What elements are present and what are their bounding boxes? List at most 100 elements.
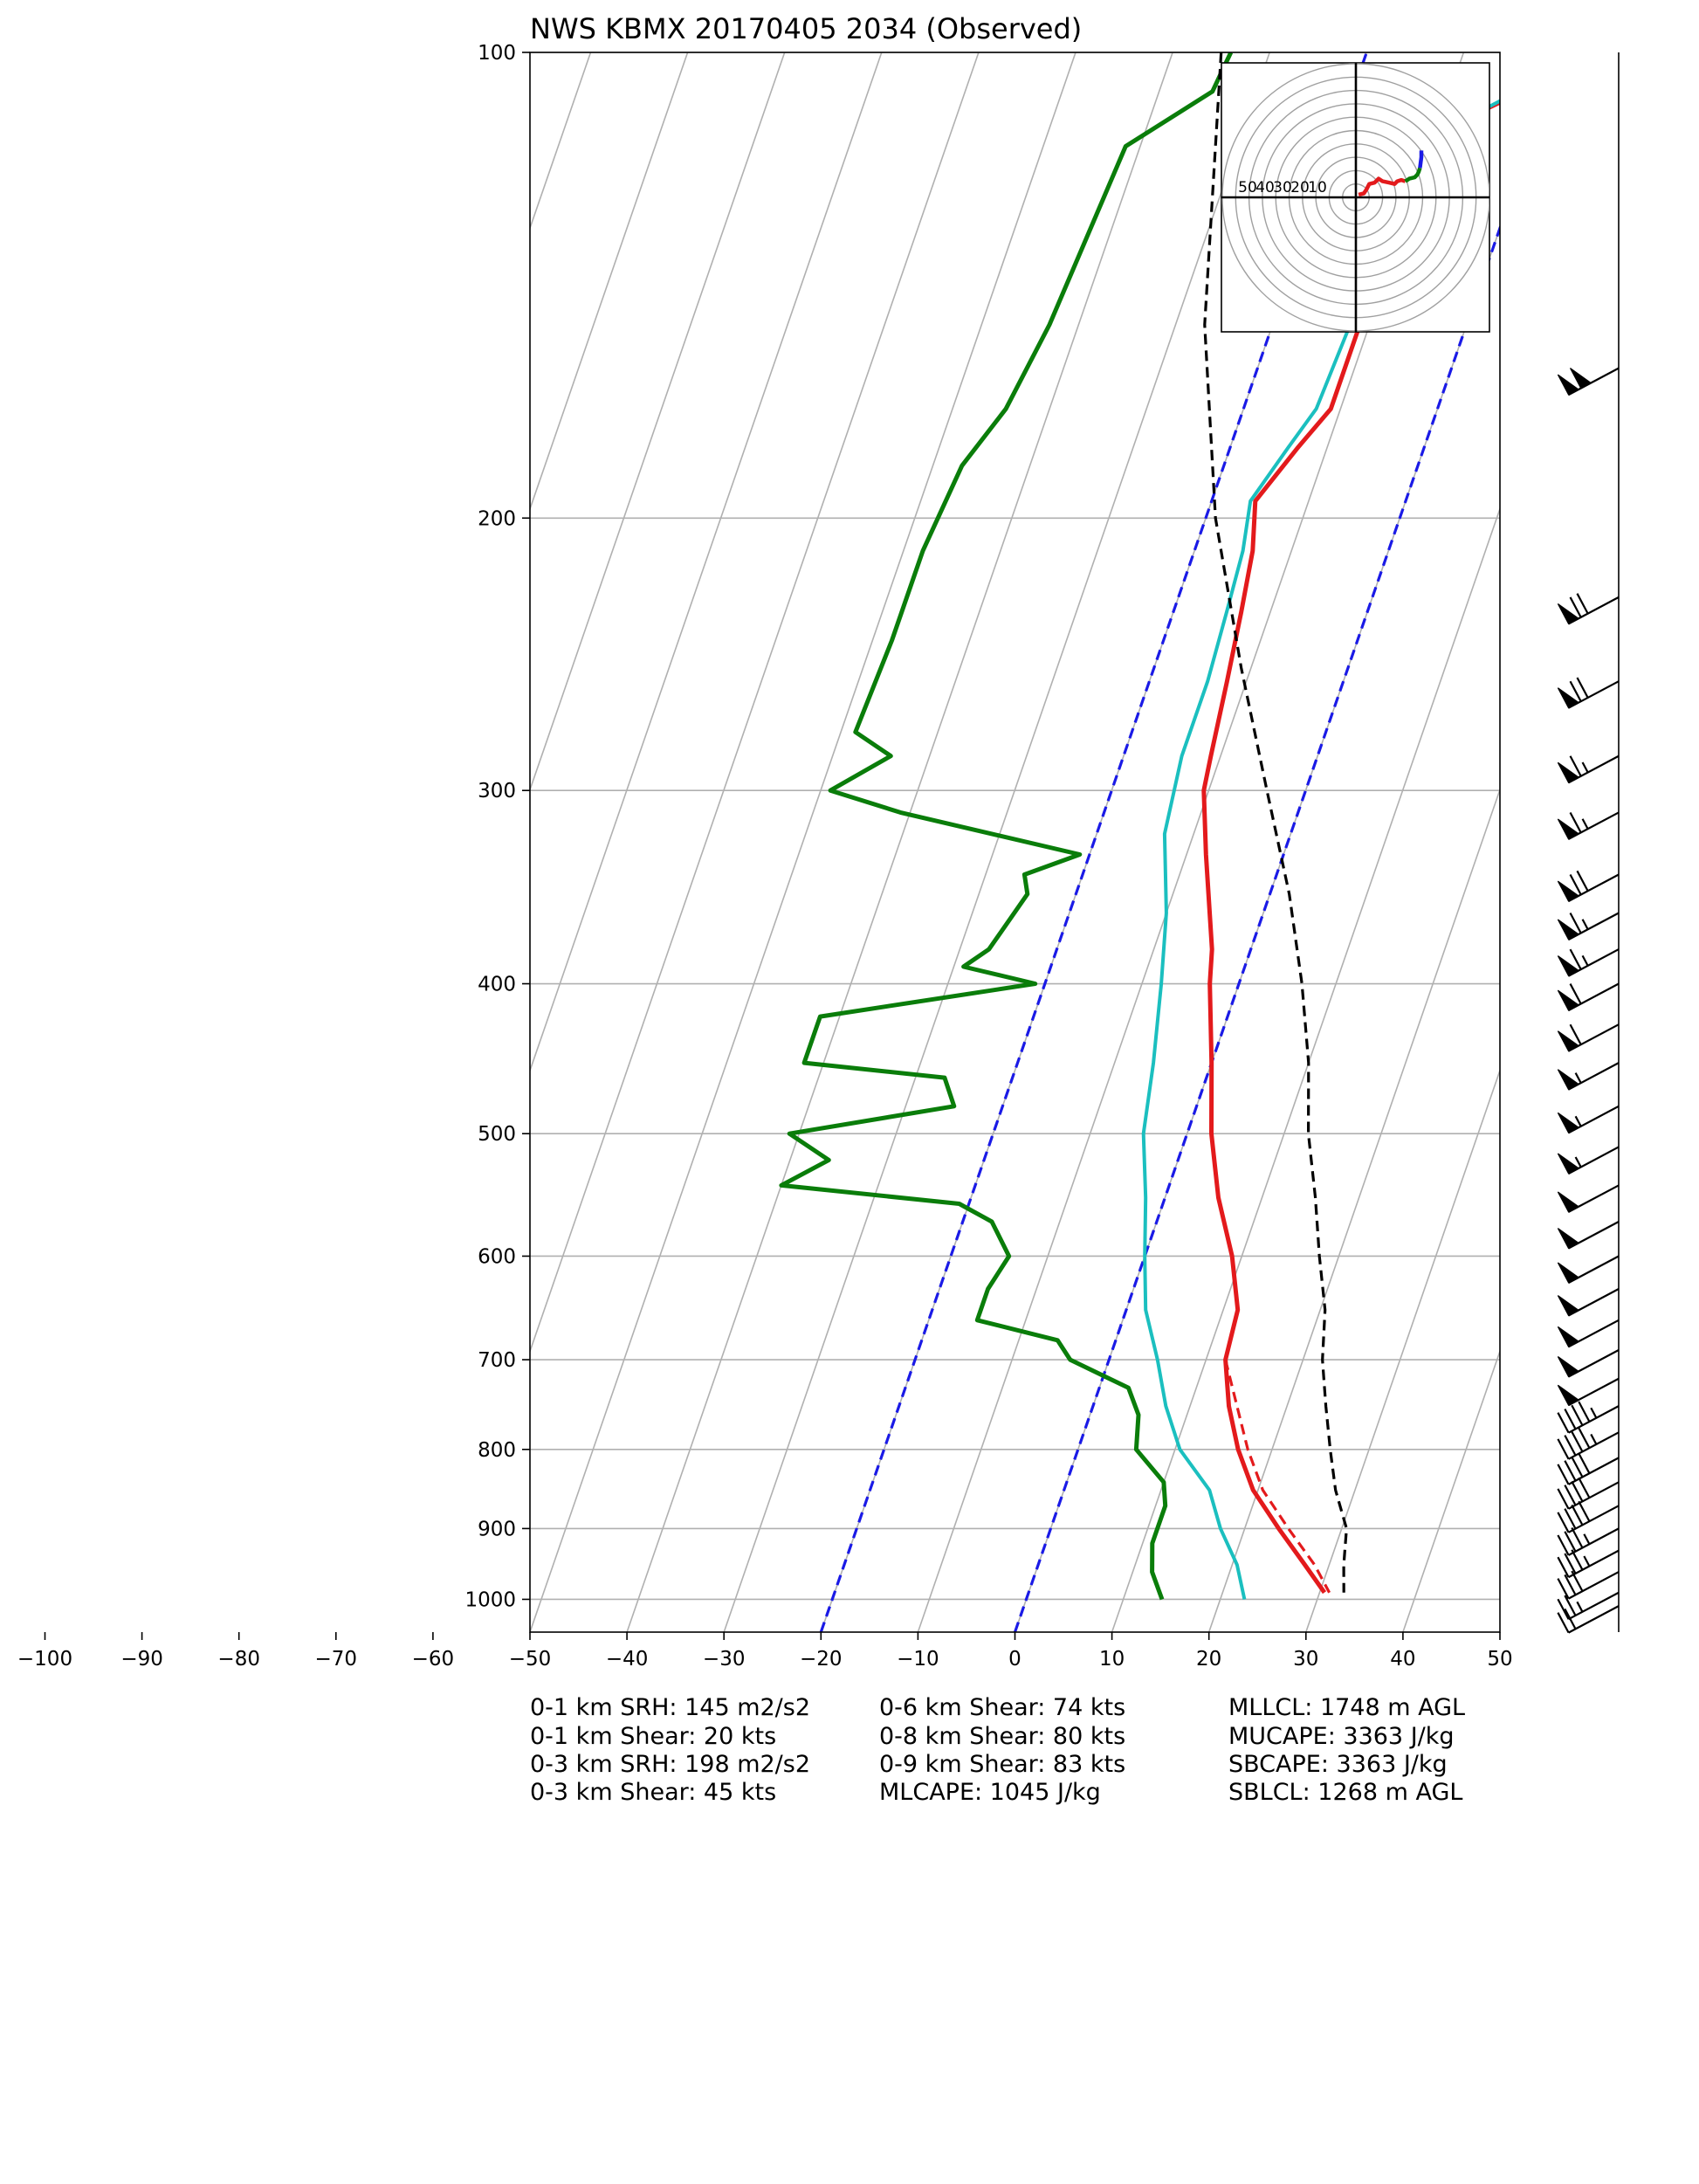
pressure-tick-label: 600: [478, 1245, 516, 1268]
hodograph-ring-label: 40: [1255, 179, 1275, 196]
isotherm-line: [1402, 1348, 1500, 1632]
stat-sblcl: SBLCL: 1268 m AGL: [1228, 1779, 1462, 1806]
temperature-tick-label: −40: [606, 1648, 649, 1671]
temperature-tick-label: −20: [800, 1648, 843, 1671]
hodograph-ring-label: 50: [1238, 179, 1257, 196]
wind-barb: [1557, 1349, 1620, 1378]
isotherm-line: [0, 52, 396, 1632]
temperature-tick-label: −30: [703, 1648, 746, 1671]
isotherm-line: [530, 52, 1076, 1632]
wind-barb: [1557, 1526, 1620, 1556]
pressure-tick-label: 700: [478, 1349, 516, 1372]
pressure-axis: 100 200 300 400 500 600 700 800 900 1000: [464, 42, 530, 1611]
wind-barb: [1557, 754, 1620, 784]
freezing-isotherm: [1013, 224, 1500, 1632]
temperature-tick-label: −70: [315, 1648, 358, 1671]
wind-barb: [1557, 1146, 1620, 1175]
temperature-tick-label: 0: [1008, 1648, 1021, 1671]
wind-barb: [1557, 1221, 1620, 1250]
wind-barb: [1557, 982, 1620, 1011]
wind-barb: [1557, 1549, 1620, 1579]
wind-barb: [1557, 811, 1620, 840]
stat-mucape: MUCAPE: 3363 J/kg: [1228, 1723, 1455, 1750]
isotherm-line: [0, 52, 106, 1632]
wind-barb: [1557, 1062, 1620, 1091]
temperature-tick-label: 40: [1390, 1648, 1415, 1671]
wind-barb: [1557, 1288, 1620, 1317]
wind-barb: [1557, 1500, 1620, 1533]
profile-series-3: [1224, 1359, 1331, 1594]
hodograph-ring-label: 10: [1308, 179, 1327, 196]
stat-sbcape: SBCAPE: 3363 J/kg: [1228, 1751, 1448, 1778]
isotherm-line: [1305, 1068, 1500, 1632]
stat-0-8km-shear: 0-8 km Shear: 80 kts: [879, 1723, 1125, 1750]
wind-barb: [1557, 1184, 1620, 1213]
wind-barb: [1557, 367, 1620, 396]
stat-mlcape: MLCAPE: 1045 J/kg: [879, 1779, 1101, 1806]
profile-series-2: [779, 52, 1234, 1601]
isotherm-line: [0, 52, 203, 1632]
pressure-tick-label: 200: [478, 507, 516, 530]
isotherm-line: [0, 52, 9, 1632]
isotherm-line: [1499, 1629, 1500, 1632]
stat-0-9km-shear: 0-9 km Shear: 83 kts: [879, 1751, 1125, 1778]
isotherm-line: [1597, 52, 1699, 1632]
pressure-tick-label: 300: [478, 780, 516, 803]
isotherm-line: [530, 52, 689, 512]
hodograph-trace-1: [1404, 167, 1422, 183]
profile-series-4: [1203, 52, 1348, 1593]
stat-0-1km-srh: 0-1 km SRH: 145 m2/s2: [530, 1694, 810, 1721]
wind-barb: [1557, 1377, 1620, 1407]
wind-barb: [1557, 1401, 1620, 1434]
wind-barb: [1557, 1477, 1620, 1510]
freezing-isotherm: [819, 52, 1368, 1632]
pressure-tick-label: 900: [478, 1518, 516, 1540]
wind-barb: [1557, 593, 1620, 625]
grid: [0, 52, 1699, 1632]
temperature-tick-label: 30: [1293, 1648, 1318, 1671]
pressure-tick-label: 100: [478, 42, 516, 65]
isotherm-line: [530, 52, 592, 231]
stat-0-1km-shear: 0-1 km Shear: 20 kts: [530, 1723, 776, 1750]
isotherm-line: [723, 52, 1270, 1632]
temperature-tick-label: 20: [1196, 1648, 1221, 1671]
pressure-tick-label: 500: [478, 1123, 516, 1146]
temperature-tick-label: 10: [1099, 1648, 1125, 1671]
isotherm-line: [0, 52, 299, 1632]
isotherm-line: [530, 52, 883, 1073]
wind-barb: [1557, 948, 1620, 977]
stat-0-3km-shear: 0-3 km Shear: 45 kts: [530, 1779, 776, 1806]
wind-barb: [1557, 1591, 1620, 1621]
wind-barb: [1557, 1105, 1620, 1134]
isotherm-line: [0, 52, 493, 1632]
pressure-tick-label: 400: [478, 974, 516, 996]
wind-barb: [1557, 1570, 1620, 1600]
isotherm-line: [1207, 787, 1500, 1632]
chart-title: NWS KBMX 20170405 2034 (Observed): [530, 12, 1082, 45]
isotherm-line: [626, 52, 1173, 1632]
wind-barb: [1557, 1452, 1620, 1485]
temperature-tick-label: −60: [412, 1648, 455, 1671]
wind-barb: [1557, 1319, 1620, 1348]
temperature-tick-label: −100: [17, 1648, 72, 1671]
wind-barb: [1557, 870, 1620, 902]
hodograph-ring-label: 20: [1290, 179, 1310, 196]
temperature-tick-label: −90: [120, 1648, 163, 1671]
wind-barb: [1557, 677, 1620, 709]
stat-mllcl: MLLCL: 1748 m AGL: [1228, 1694, 1465, 1721]
isotherm-line: [1111, 506, 1500, 1632]
temperature-tick-label: −50: [509, 1648, 552, 1671]
hodograph-trace-0: [1358, 176, 1407, 197]
temperature-tick-label: −10: [897, 1648, 939, 1671]
stats-panel: 0-1 km SRH: 145 m2/s2 0-1 km Shear: 20 k…: [530, 1694, 1465, 1806]
hodograph-trace-2: [1418, 150, 1424, 169]
wind-barb: [1557, 1427, 1620, 1460]
isotherm-line: [530, 52, 786, 792]
pressure-tick-label: 1000: [464, 1588, 516, 1611]
stat-0-6km-shear: 0-6 km Shear: 74 kts: [879, 1694, 1125, 1721]
isotherm-line: [530, 52, 980, 1354]
temperature-tick-label: 50: [1487, 1648, 1512, 1671]
stat-0-3km-srh: 0-3 km SRH: 198 m2/s2: [530, 1751, 810, 1778]
